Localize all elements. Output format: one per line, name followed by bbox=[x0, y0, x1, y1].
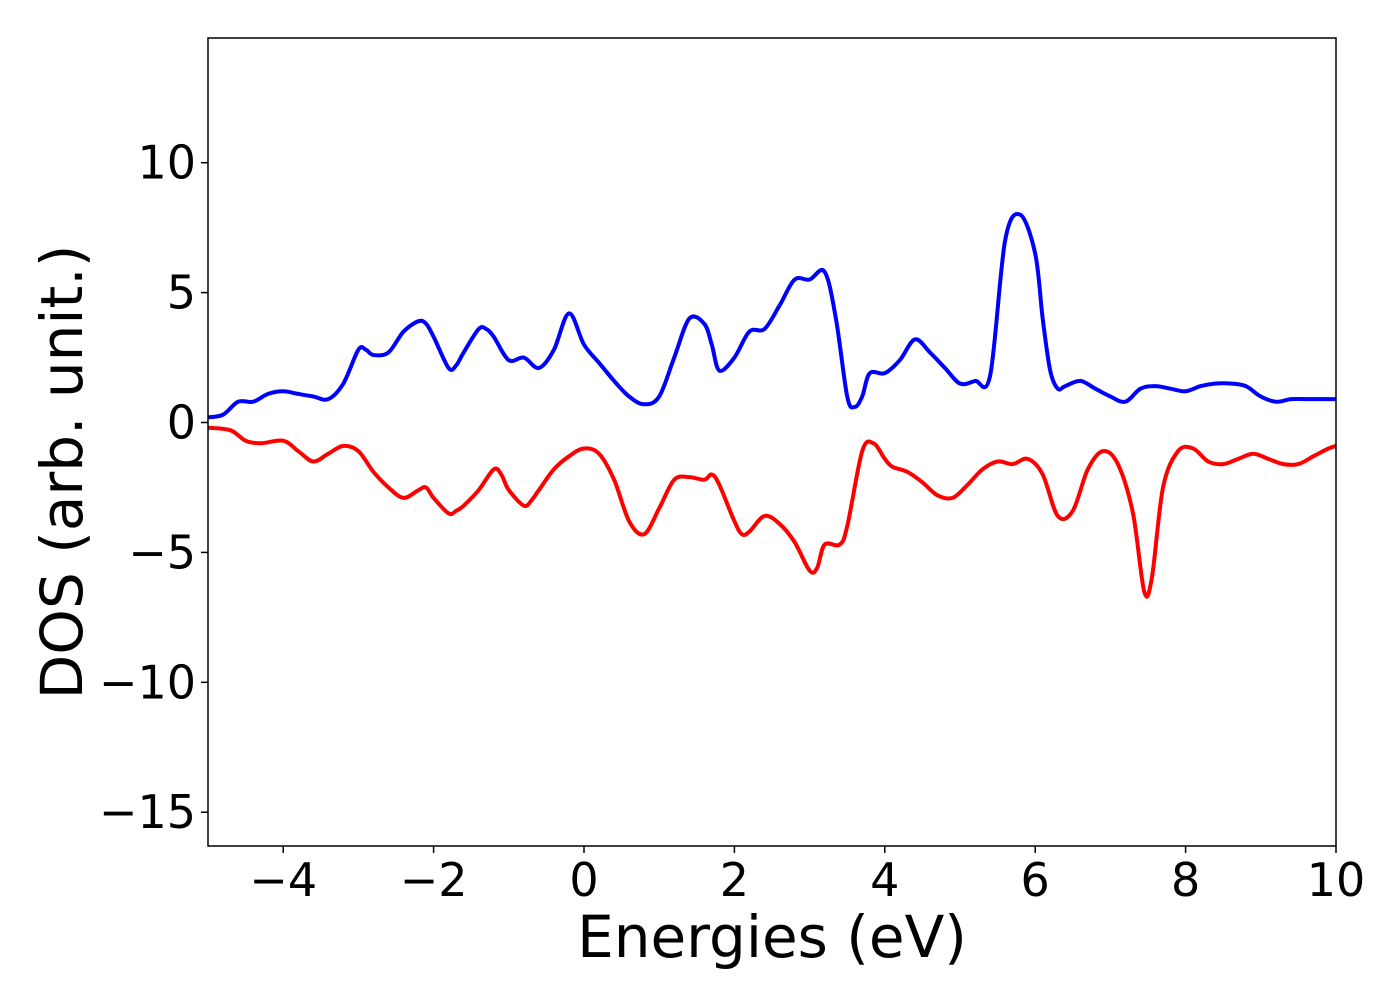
x-axis: −4 −2 0 2 4 6 8 10 bbox=[249, 846, 1365, 907]
y-tick-label: −15 bbox=[99, 785, 196, 839]
x-tick-label: −4 bbox=[249, 853, 317, 907]
y-tick-label: 10 bbox=[137, 136, 196, 190]
dos-series-line-2 bbox=[208, 425, 1336, 599]
y-tick-label: 5 bbox=[167, 266, 196, 320]
y-tick-label: −5 bbox=[128, 525, 196, 579]
x-tick-label: 4 bbox=[870, 853, 899, 907]
y-axis: 10 5 0 −5 −10 −15 bbox=[99, 136, 208, 839]
plot-frame bbox=[207, 37, 1337, 847]
x-tick-label: −2 bbox=[400, 853, 468, 907]
plot-area bbox=[208, 212, 1336, 599]
y-tick-label: 0 bbox=[167, 396, 196, 450]
x-tick-label: 10 bbox=[1307, 853, 1366, 907]
x-tick-label: 8 bbox=[1171, 853, 1200, 907]
x-tick-label: 6 bbox=[1021, 853, 1050, 907]
y-axis-label: DOS (arb. unit.) bbox=[28, 245, 96, 700]
x-tick-label: 2 bbox=[720, 853, 749, 907]
x-axis-label: Energies (eV) bbox=[577, 903, 967, 971]
dos-series-line-1 bbox=[208, 212, 1336, 420]
x-tick-label: 0 bbox=[569, 853, 598, 907]
y-tick-label: −10 bbox=[99, 655, 196, 709]
